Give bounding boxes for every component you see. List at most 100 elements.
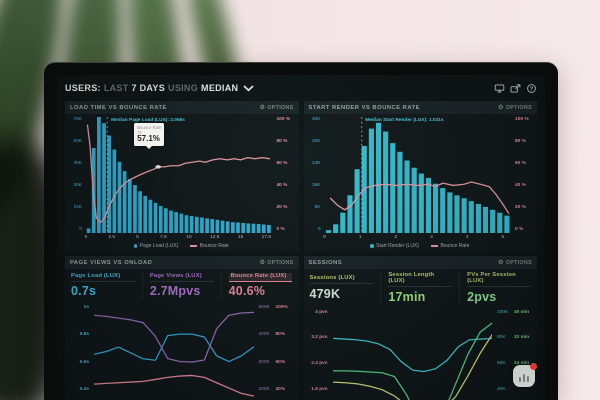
- histogram-bar: [439, 188, 445, 233]
- histogram-bar: [97, 117, 101, 233]
- histogram-bar: [475, 204, 481, 233]
- y-axis-tick: 0.6s: [79, 359, 89, 365]
- metric-value: 2pvs: [467, 289, 497, 304]
- median-annotation: Median Page Load (LUX): 2.056s: [111, 118, 185, 123]
- histogram-bar: [133, 185, 137, 233]
- y-axis-tick: 0 %: [276, 227, 285, 233]
- histogram-bar: [200, 217, 204, 233]
- chat-button[interactable]: [513, 363, 537, 387]
- metric-tab[interactable]: Page Views (LUX) 2.7Mpvs: [141, 272, 214, 299]
- histogram-bar: [184, 215, 189, 233]
- y-axis-tick: 40K: [497, 386, 506, 392]
- metrics-row: Page Load (LUX) 0.7s Page Views (LUX) 2.7Mp…: [65, 269, 299, 301]
- y-axis-tick: 0: [79, 227, 82, 233]
- metric-tab[interactable]: Session Length (LUX) 17min: [380, 272, 453, 304]
- options-label: OPTIONS: [505, 104, 532, 111]
- histogram-bar: [127, 178, 132, 233]
- histogram-bar: [107, 135, 112, 233]
- x-axis-tick: 4: [465, 235, 469, 240]
- metric-tab[interactable]: PVs Per Session (LUX) 2pvs: [459, 272, 531, 304]
- y-axis-tick: 24 min: [514, 361, 530, 367]
- y-axis-tick: 40 %: [276, 183, 288, 189]
- gear-icon: ⚙: [498, 104, 504, 111]
- options-button[interactable]: ⚙ OPTIONS: [260, 260, 294, 266]
- legend-item[interactable]: Start Render (LUX): [370, 243, 419, 249]
- panel-header: SESSIONS ⚙ OPTIONS: [303, 256, 537, 269]
- histogram-bar: [461, 198, 467, 233]
- histogram-bar: [418, 173, 424, 233]
- line-chart: [333, 308, 493, 400]
- histogram-bar: [148, 199, 153, 233]
- y-axis-tick: 1s: [83, 305, 89, 310]
- histogram-bar: [354, 169, 360, 233]
- panel-page-views: PAGE VIEWS VS ONLOAD ⚙ OPTIONS Page Load…: [65, 256, 299, 400]
- dot-marker: [370, 244, 374, 248]
- legend-item[interactable]: Bounce Rate: [190, 243, 229, 249]
- y-axis-tick: 400K: [258, 332, 270, 338]
- header-segment: USING: [168, 83, 199, 93]
- help-button[interactable]: ?: [526, 83, 537, 93]
- tooltip-subtitle: 7s: [137, 130, 142, 136]
- legend-label: Page Load (LUX): [139, 243, 179, 249]
- y-axis-tick: 24K: [311, 161, 321, 167]
- metric-tab[interactable]: Bounce Rate (LUX) 40.6%: [220, 272, 293, 299]
- bounce-rate-tooltip: Bounce Rate 7s 57.1%: [134, 122, 165, 150]
- y-axis-tick-pair: 400K 80%: [259, 332, 295, 337]
- y-axis-right: 100 % 80 % 60 % 40 % 20 % 0 %: [274, 117, 296, 233]
- y-axis-tick-pair: 80K 32 min: [497, 335, 533, 340]
- metric-value: 40.6%: [228, 284, 266, 299]
- y-axis-right: 100K 40 min 80K 32 min 60K 24 min 40K: [495, 308, 533, 400]
- gear-icon: ⚙: [259, 104, 266, 111]
- export-icon: [510, 83, 521, 93]
- histogram-bar: [368, 128, 374, 233]
- panel-header: START RENDER VS BOUNCE RATE ⚙ OPTIONS: [303, 101, 537, 114]
- y-axis-tick: 45K: [73, 161, 82, 167]
- y-axis-tick: 60 %: [276, 161, 288, 167]
- y-axis-right: 100 % 80 % 60 % 40 % 20 % 0 %: [512, 117, 534, 233]
- options-button[interactable]: ⚙ OPTIONS: [498, 260, 532, 266]
- metric-value: 2.7Mpvs: [149, 284, 201, 299]
- y-axis-tick: 500K: [258, 305, 270, 310]
- legend-item[interactable]: Bounce Rate: [430, 243, 470, 249]
- metric-tab[interactable]: Page Load (LUX) 0.7s: [71, 272, 135, 299]
- histogram-bar: [389, 143, 395, 233]
- legend-label: Bounce Rate: [440, 243, 470, 249]
- legend-item[interactable]: Page Load (LUX): [133, 243, 179, 249]
- panel-title: START RENDER VS BOUNCE RATE: [308, 104, 421, 111]
- x-axis-tick: 1: [358, 235, 362, 240]
- start-render-chart: 40K 32K 24K 16K 8K 0 Median Start Render (LUX…: [304, 114, 538, 251]
- x-axis: 0 1 2 3 4 5: [323, 233, 511, 241]
- users-range-dropdown[interactable]: USERS: LAST 7 DAYS USING MEDIAN: [65, 83, 254, 93]
- y-axis-tick: 0.8s: [79, 332, 89, 338]
- legend-label: Start Render (LUX): [376, 243, 419, 249]
- y-axis-tick: 3.2 pvs: [311, 335, 328, 341]
- monitor-button[interactable]: [494, 83, 505, 93]
- y-axis-left: 75K 60K 45K 30K 15K 0: [67, 117, 84, 233]
- series-line: [94, 375, 254, 396]
- page-views-chart: 1s 0.8s 0.6s 0.4s 500K 100% 400K 80% 300K 60% 200…: [65, 301, 299, 400]
- options-button[interactable]: ⚙ OPTIONS: [498, 105, 532, 111]
- y-axis-tick: 15K: [73, 205, 82, 211]
- x-axis: 0 2.5 5 7.5 10 12.5 15 17.5: [85, 233, 272, 241]
- export-button[interactable]: [510, 83, 521, 93]
- histogram-bar: [210, 219, 215, 233]
- options-button[interactable]: ⚙ OPTIONS: [260, 105, 294, 111]
- metric-tab[interactable]: Sessions (LUX) 479K: [309, 272, 374, 304]
- metric-label: Session Length (LUX): [388, 272, 453, 287]
- y-axis-tick-pair: 40K: [497, 387, 533, 392]
- histogram-bar: [251, 223, 256, 233]
- histogram-bar: [189, 215, 194, 233]
- gear-icon: ⚙: [498, 259, 504, 266]
- histogram-bar: [411, 167, 417, 233]
- histogram-bar: [86, 228, 91, 233]
- chevron-down-icon: [243, 84, 254, 91]
- help-icon: ?: [527, 83, 536, 93]
- histogram-bar: [346, 195, 353, 233]
- header-segment: USERS:: [65, 83, 101, 93]
- question-mark-glyph: ?: [530, 86, 533, 92]
- panel-title: SESSIONS: [308, 259, 343, 266]
- histogram-bar: [158, 205, 163, 233]
- histogram-bar: [205, 218, 209, 233]
- histogram-bar: [122, 171, 127, 233]
- options-label: OPTIONS: [267, 259, 294, 266]
